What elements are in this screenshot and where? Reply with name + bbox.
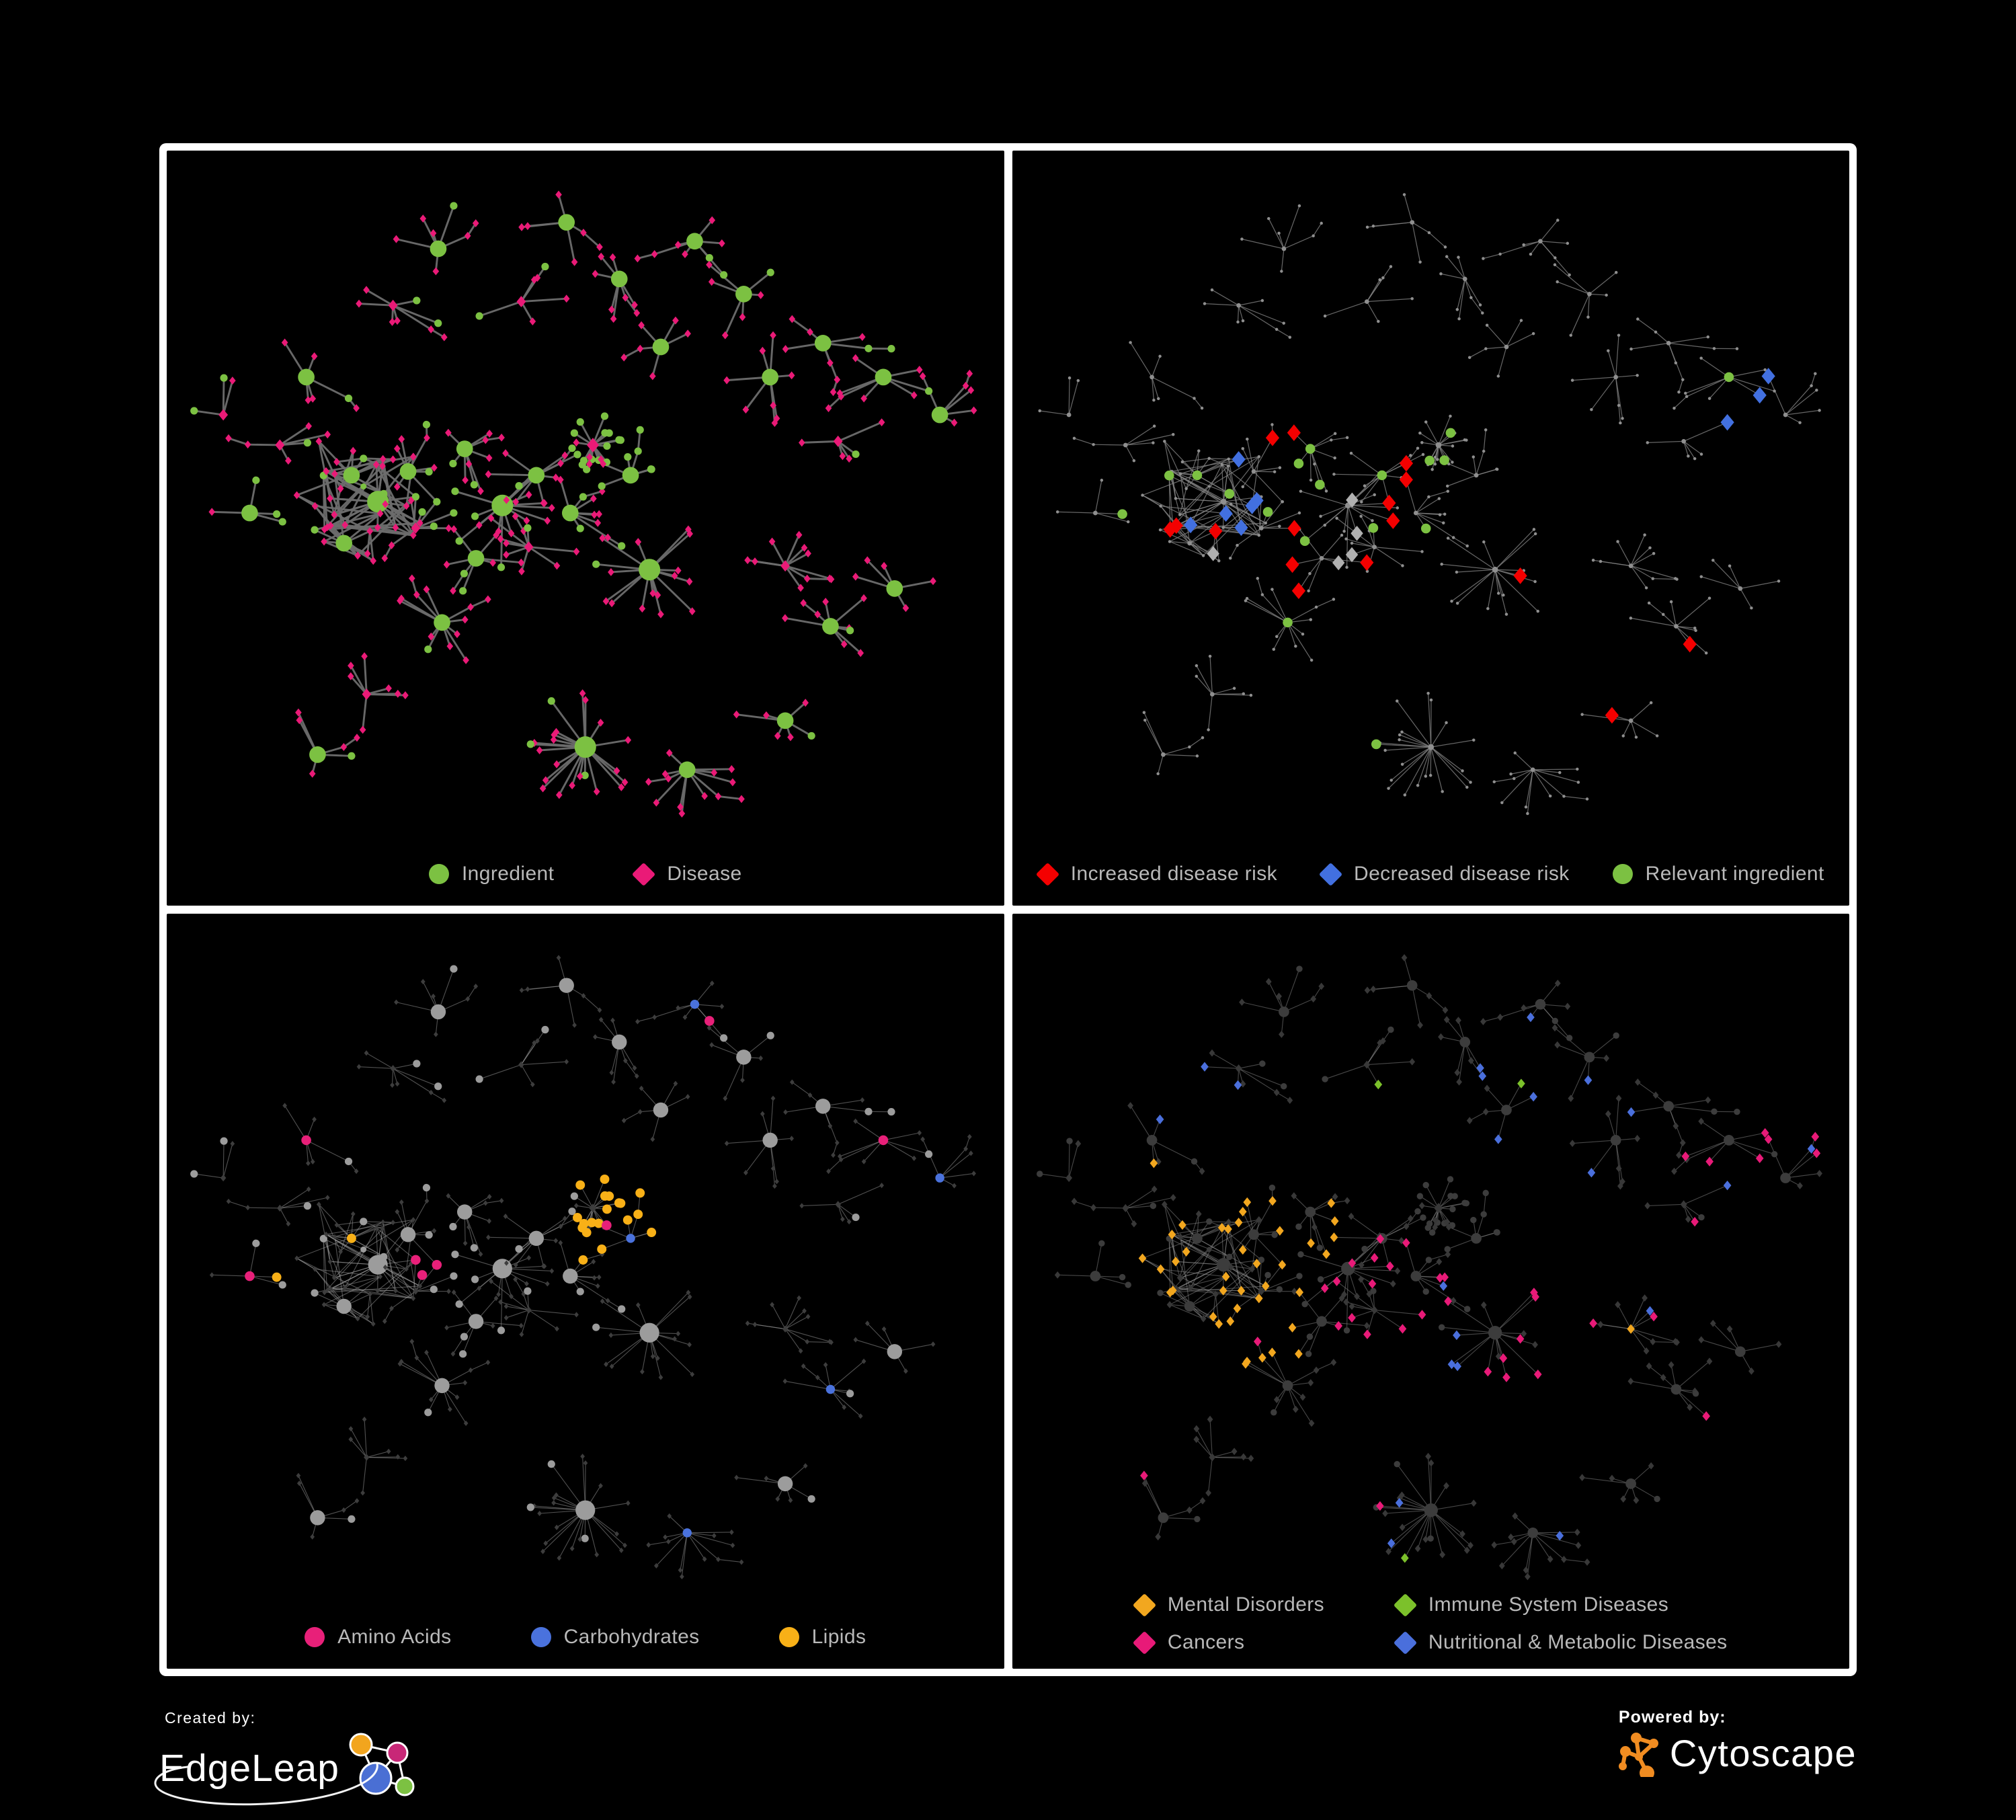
edgeleap-logo-icon (349, 1733, 415, 1796)
panel-disease-categories: Mental Disorders Immune System Diseases … (1012, 914, 1850, 1669)
legend-item-mental-disorders: Mental Disorders (1132, 1593, 1395, 1617)
legend-label-increased-risk: Increased disease risk (1070, 863, 1278, 885)
cytoscape-wordmark: Cytoscape (1669, 1732, 1857, 1774)
legend-item-immune-diseases: Immune System Diseases (1393, 1593, 1728, 1617)
ingredient-marker-icon (428, 864, 449, 884)
legend-ingredient-disease: Ingredient Disease (167, 862, 1004, 886)
relevant-ingredient-marker-icon (1612, 864, 1633, 884)
legend-label-nutritional-metabolic: Nutritional & Metabolic Diseases (1428, 1631, 1728, 1653)
legend-label-immune-diseases: Immune System Diseases (1428, 1593, 1669, 1616)
nutritional-metabolic-marker-icon (1393, 1630, 1418, 1655)
disease-marker-icon (632, 862, 656, 886)
figure-board: Ingredient Disease Increased disease ris… (159, 143, 1857, 1676)
amino-acids-marker-icon (305, 1627, 325, 1647)
lipids-marker-icon (778, 1627, 799, 1647)
legend-label-cancers: Cancers (1167, 1631, 1245, 1653)
cancers-marker-icon (1132, 1630, 1157, 1655)
created-by-label: Created by: (165, 1709, 256, 1727)
immune-diseases-marker-icon (1393, 1593, 1418, 1617)
network-graph-disease-risk (1037, 193, 1821, 816)
legend-item-nutritional-metabolic: Nutritional & Metabolic Diseases (1393, 1630, 1728, 1655)
legend-item-ingredient: Ingredient (428, 863, 555, 885)
panel-nutrient-classes: Amino Acids Carbohydrates Lipids (167, 914, 1004, 1669)
legend-disease-categories: Mental Disorders Immune System Diseases … (1012, 1593, 1850, 1655)
cytoscape-attribution: Powered by: Cytoscape (1616, 1708, 1857, 1777)
network-graph-disease-categories (1036, 954, 1822, 1581)
legend-label-lipids: Lipids (811, 1626, 866, 1648)
legend-label-amino-acids: Amino Acids (337, 1626, 452, 1648)
legend-label-decreased-risk: Decreased disease risk (1354, 863, 1570, 885)
legend-item-amino-acids: Amino Acids (305, 1626, 451, 1649)
mental-disorders-marker-icon (1132, 1593, 1157, 1617)
legend-item-relevant-ingredient: Relevant ingredient (1612, 863, 1824, 885)
edgeleap-wordmark: EdgeLeap (159, 1746, 339, 1790)
network-graph-nutrient-classes (190, 955, 976, 1580)
legend-item-increased-risk: Increased disease risk (1035, 862, 1278, 886)
legend-disease-risk: Increased disease risk Decreased disease… (1012, 862, 1850, 886)
increased-risk-marker-icon (1035, 862, 1059, 886)
legend-item-decreased-risk: Decreased disease risk (1318, 862, 1570, 886)
network-graph-ingredient-disease (190, 190, 977, 818)
legend-nutrient-classes: Amino Acids Carbohydrates Lipids (167, 1626, 1004, 1649)
legend-item-lipids: Lipids (778, 1626, 866, 1649)
legend-label-mental-disorders: Mental Disorders (1167, 1593, 1325, 1616)
legend-label-disease: Disease (667, 863, 742, 885)
panel-ingredient-disease: Ingredient Disease (167, 151, 1004, 906)
panel-disease-risk: Increased disease risk Decreased disease… (1012, 151, 1850, 906)
decreased-risk-marker-icon (1318, 862, 1343, 886)
legend-item-disease: Disease (632, 862, 742, 886)
legend-label-relevant-ingredient: Relevant ingredient (1645, 863, 1824, 885)
legend-label-carbohydrates: Carbohydrates (563, 1626, 700, 1648)
legend-label-ingredient: Ingredient (461, 863, 555, 885)
legend-item-cancers: Cancers (1132, 1630, 1395, 1655)
powered-by-label: Powered by: (1618, 1708, 1726, 1727)
legend-item-carbohydrates: Carbohydrates (530, 1626, 700, 1649)
edgeleap-attribution: Created by: EdgeLeap (154, 1709, 421, 1808)
carbohydrates-marker-icon (530, 1627, 551, 1647)
cytoscape-logo-icon (1618, 1733, 1658, 1777)
